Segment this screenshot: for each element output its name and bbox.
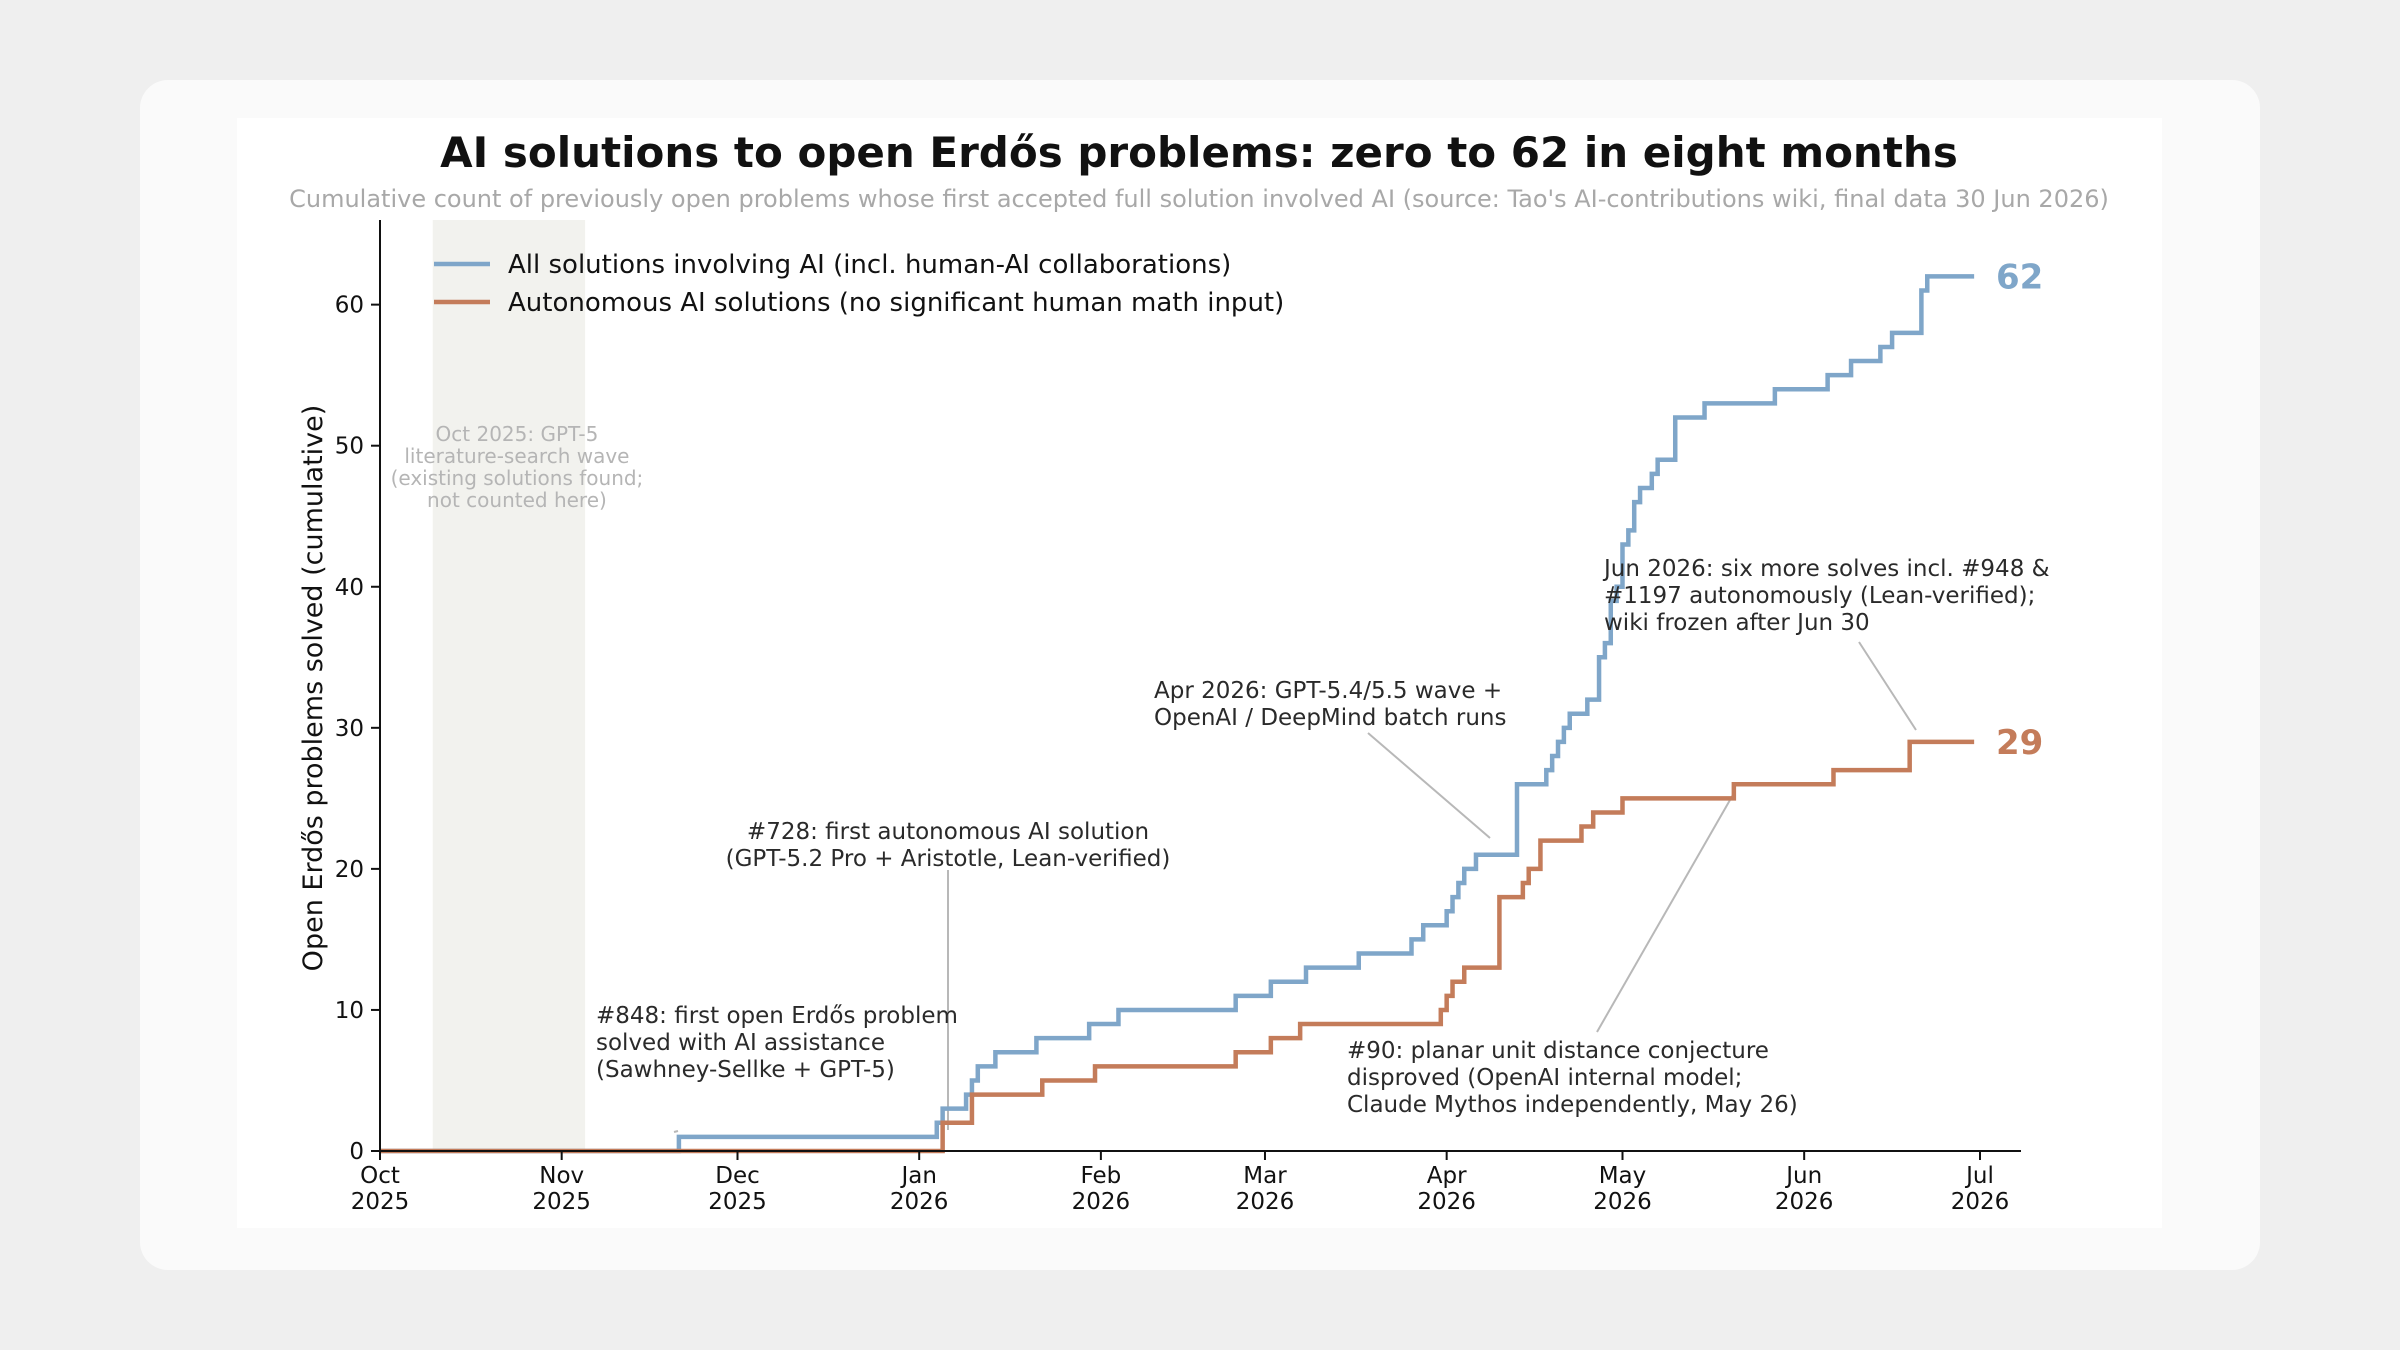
x-tick-label: 2026 — [1072, 1189, 1131, 1215]
y-tick-label: 20 — [335, 857, 364, 883]
x-tick-label: Feb — [1081, 1163, 1122, 1189]
annotation-text: solved with AI assistance — [596, 1030, 885, 1056]
y-tick-label: 10 — [335, 998, 364, 1024]
annotation-text: (Sawhney-Sellke + GPT-5) — [596, 1057, 895, 1083]
x-tick-label: Jun — [1784, 1163, 1822, 1189]
y-tick-label: 40 — [335, 575, 364, 601]
y-tick-label: 0 — [349, 1139, 364, 1165]
x-tick-label: 2026 — [1236, 1189, 1295, 1215]
shaded-region — [432, 220, 586, 1151]
chart-subtitle: Cumulative count of previously open prob… — [289, 185, 2109, 213]
x-tick-label: 2026 — [1775, 1189, 1834, 1215]
series-line-all-ai — [380, 274, 1975, 1154]
annotation-text: #728: first autonomous AI solution — [747, 819, 1149, 845]
annotation-text: #848: first open Erdős problem — [596, 1003, 958, 1029]
annotation-text: #1197 autonomously (Lean-verified); — [1604, 583, 2035, 609]
y-tick-label: 30 — [335, 716, 364, 742]
annotation-connector — [1596, 792, 1735, 1033]
annotation-connector — [1858, 641, 1917, 731]
x-tick-label: May — [1599, 1163, 1647, 1189]
y-tick-label: 50 — [335, 434, 364, 460]
x-tick-label: Apr — [1427, 1163, 1467, 1189]
x-tick-label: Mar — [1243, 1163, 1287, 1189]
annotation-text: Claude Mythos independently, May 26) — [1347, 1092, 1798, 1118]
x-tick-label: 2025 — [708, 1189, 767, 1215]
annotation-text: disproved (OpenAI internal model; — [1347, 1065, 1742, 1091]
end-value-label: 62 — [1996, 257, 2043, 297]
x-tick-label: 2026 — [1951, 1189, 2010, 1215]
y-axis-label: Open Erdős problems solved (cumulative) — [298, 405, 329, 972]
annotation-text: #90: planar unit distance conjecture — [1347, 1038, 1769, 1064]
x-tick-label: 2025 — [351, 1189, 410, 1215]
x-tick-label: 2025 — [532, 1189, 591, 1215]
annotation-text: Jun 2026: six more solves incl. #948 & — [1602, 556, 2050, 582]
chart-title: AI solutions to open Erdős problems: zer… — [440, 128, 1958, 177]
x-tick-label: Jul — [1964, 1163, 1994, 1189]
legend-label: All solutions involving AI (incl. human-… — [508, 250, 1231, 280]
end-value-label: 29 — [1996, 723, 2043, 763]
annotation-text: wiki frozen after Jun 30 — [1604, 610, 1870, 636]
shaded-region-label: not counted here) — [427, 488, 607, 512]
annotation-connector — [1367, 732, 1491, 839]
x-tick-label: 2026 — [1593, 1189, 1652, 1215]
legend-label: Autonomous AI solutions (no significant … — [508, 288, 1284, 318]
x-tick-label: Jan — [899, 1163, 936, 1189]
annotation-connector — [673, 1130, 679, 1133]
shaded-region-label: Oct 2025: GPT-5 — [436, 422, 599, 446]
y-tick-label: 60 — [335, 293, 364, 319]
series-line-autonomous — [380, 739, 1975, 1154]
x-tick-label: Oct — [360, 1163, 400, 1189]
shaded-region-label: literature-search wave — [404, 444, 629, 468]
x-tick-label: 2026 — [890, 1189, 949, 1215]
x-tick-label: 2026 — [1417, 1189, 1476, 1215]
x-tick-label: Nov — [539, 1163, 584, 1189]
x-tick-label: Dec — [715, 1163, 760, 1189]
shaded-region-label: (existing solutions found; — [391, 466, 644, 490]
annotation-text: Apr 2026: GPT-5.4/5.5 wave + — [1154, 678, 1502, 704]
annotation-text: (GPT-5.2 Pro + Aristotle, Lean-verified) — [726, 846, 1171, 872]
annotation-text: OpenAI / DeepMind batch runs — [1154, 705, 1507, 731]
